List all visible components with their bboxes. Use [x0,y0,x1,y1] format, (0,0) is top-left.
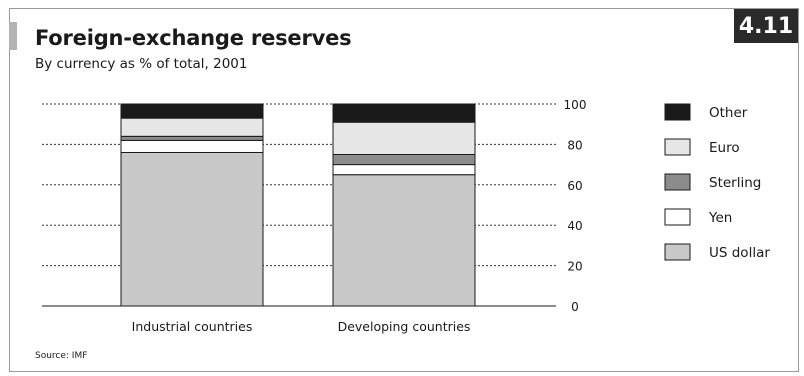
legend-label-sterling: Sterling [709,175,761,191]
legend-label-us-dollar: US dollar [709,245,770,261]
category-label-1: Developing countries [338,319,471,334]
legend-swatch-sterling [664,173,691,191]
title-accent-bar [9,22,17,50]
legend-label-other: Other [709,105,748,121]
y-tick-label-60: 60 [567,179,582,193]
chart-title: Foreign-exchange reserves [35,26,352,50]
source-note: Source: IMF [35,351,88,361]
bar-segment-yen-1 [332,164,476,176]
bar-segment-euro-0 [120,117,264,137]
legend-swatch-yen [664,208,691,226]
y-tick-label-40: 40 [567,219,582,233]
bar-segment-us-dollar-1 [332,174,476,307]
y-tick-label-100: 100 [564,98,587,112]
y-tick-label-20: 20 [567,260,582,274]
bar-segment-other-1 [332,103,476,123]
legend-swatch-euro [664,138,691,156]
bar-segment-sterling-0 [120,135,264,141]
bar-segment-yen-0 [120,139,264,153]
legend-swatch-other [664,103,691,121]
y-tick-label-0: 0 [571,300,579,314]
category-label-0: Industrial countries [132,319,253,334]
chart-subtitle: By currency as % of total, 2001 [35,56,248,72]
bar-segment-us-dollar-0 [120,151,264,307]
y-tick-label-80: 80 [567,138,582,152]
bar-segment-sterling-1 [332,154,476,166]
legend-label-yen: Yen [708,210,732,226]
figure-number-badge: 4.11 [734,9,798,43]
legend-label-euro: Euro [709,140,740,156]
bar-segment-other-0 [120,103,264,119]
bar-segment-euro-1 [332,121,476,155]
legend-swatch-us-dollar [664,243,691,261]
